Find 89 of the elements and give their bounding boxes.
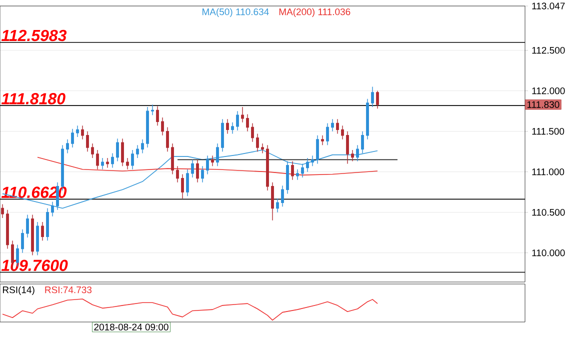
text: MA(50) 110.634 (202, 8, 269, 18)
candlestick (81, 125, 84, 140)
candlestick (341, 125, 344, 140)
candlestick (36, 222, 39, 256)
candlestick (66, 139, 69, 154)
candlestick (171, 143, 174, 175)
candlestick (326, 122, 329, 146)
candlestick (71, 128, 74, 148)
candlestick (311, 155, 314, 166)
candlestick (101, 158, 104, 170)
candlestick (6, 210, 9, 250)
candlestick (166, 126, 169, 152)
candlestick (21, 228, 24, 254)
candlestick (356, 144, 359, 162)
candlestick (146, 106, 149, 148)
candlestick (51, 201, 54, 217)
candlestick (76, 125, 79, 138)
y-tick-label: 110.000 (532, 249, 565, 256)
candlestick (106, 158, 109, 168)
candlestick (86, 130, 89, 152)
y-tick-label: 113.047 (532, 2, 565, 10)
candlestick (376, 90, 379, 109)
candlestick (296, 169, 299, 180)
y-tick-label: 111.000 (532, 168, 564, 176)
candlestick (371, 86, 374, 108)
candlestick (346, 130, 349, 164)
candlestick (151, 104, 154, 116)
candlestick (206, 155, 209, 175)
candlestick (181, 174, 184, 199)
line-series (37, 156, 378, 176)
candlestick (241, 106, 244, 123)
candlestick (111, 152, 114, 168)
candlestick (271, 182, 274, 221)
candlestick (216, 143, 219, 166)
candlestick (196, 159, 199, 183)
candlestick (231, 122, 234, 134)
candlestick (336, 118, 339, 134)
candlestick (201, 166, 204, 183)
candlestick (366, 98, 369, 140)
candlestick (281, 185, 284, 208)
candlestick (121, 138, 124, 166)
candlestick (26, 214, 29, 238)
candlestick (301, 163, 304, 178)
candlestick (306, 158, 309, 172)
candlestick (46, 208, 49, 242)
candlestick (136, 144, 139, 158)
candlestick (291, 160, 294, 180)
y-tick-label: 112.000 (532, 87, 565, 94)
candlestick (191, 159, 194, 178)
candlestick (161, 117, 164, 136)
candlestick (261, 143, 264, 154)
candlestick (141, 139, 144, 154)
candlestick (266, 144, 269, 191)
candlestick (186, 169, 189, 196)
candlestick (246, 114, 249, 132)
candlestick (1, 204, 4, 218)
candlestick (96, 150, 99, 170)
candlestick (156, 106, 159, 126)
line-series (2, 150, 378, 209)
candlestick (226, 118, 229, 134)
ref-line-label: 111.8180 (1, 93, 66, 104)
series-label: RSI:74.733 (45, 286, 92, 294)
candlestick (131, 150, 134, 170)
y-tick-label: 111.500 (532, 128, 564, 135)
candlestick (351, 150, 354, 162)
candlestick (276, 198, 279, 213)
candlestick (321, 135, 324, 146)
y-tick-label: 110.500 (532, 208, 565, 216)
candlestick (116, 138, 119, 162)
text: 2018-08-24 09:00 (94, 324, 168, 330)
candlestick (361, 130, 364, 154)
candlestick (286, 160, 289, 194)
text: MA(200) 111.036 (279, 8, 350, 18)
candlestick (91, 143, 94, 158)
y-tick-label: 112.500 (532, 46, 565, 54)
candlestick (31, 214, 34, 256)
candlestick (256, 133, 259, 152)
candlestick (211, 155, 214, 166)
candlestick (126, 158, 129, 170)
candlestick (251, 122, 254, 142)
candlestick (221, 118, 224, 152)
candlestick (316, 135, 319, 164)
text: 111.830 (527, 101, 560, 108)
candlestick (176, 166, 179, 183)
ref-line-label: 112.5983 (1, 30, 67, 42)
candlestick (236, 110, 239, 131)
candlestick (41, 222, 44, 242)
candlestick (331, 118, 334, 132)
chart-title: RSI(14) (2, 286, 34, 296)
